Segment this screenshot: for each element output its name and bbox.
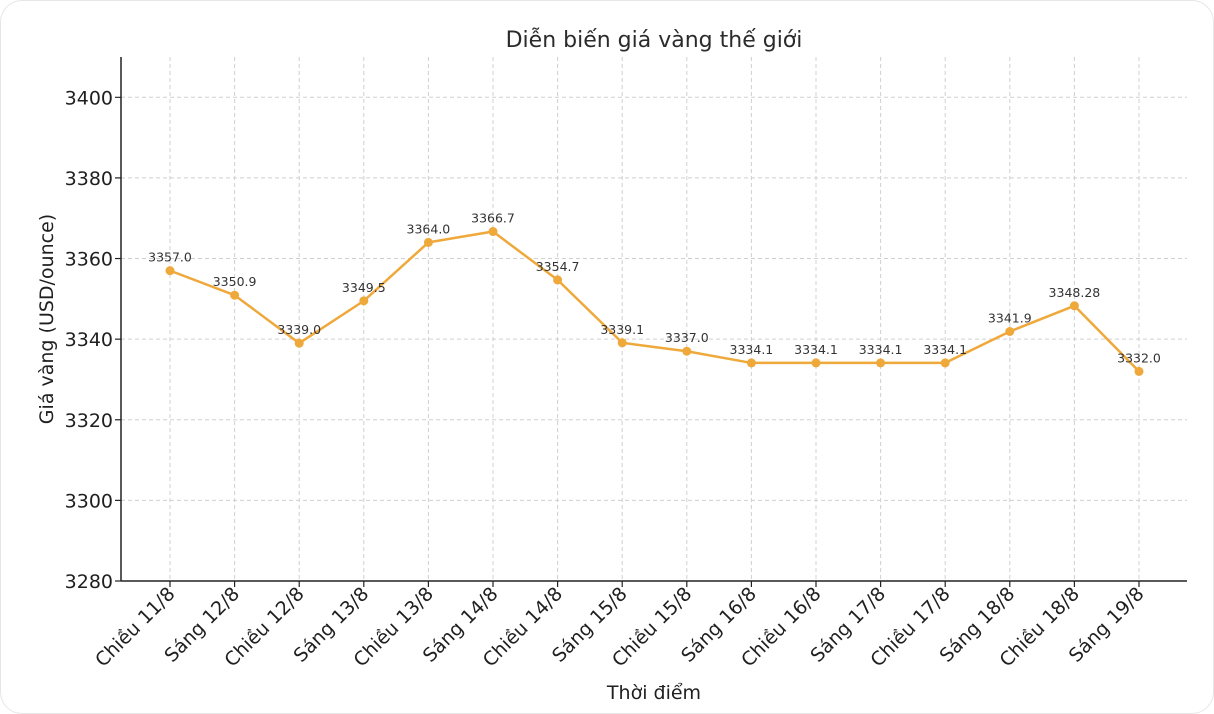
data-point: [294, 338, 304, 348]
y-tick-label: 3380: [65, 168, 113, 190]
y-tick-label: 3340: [65, 329, 113, 351]
data-point: [876, 358, 886, 368]
data-point: [423, 237, 433, 247]
data-point: [359, 296, 369, 306]
data-label: 3337.0: [665, 330, 709, 345]
data-label: 3339.0: [277, 322, 321, 337]
data-point: [1069, 301, 1079, 311]
y-tick-label: 3280: [65, 571, 113, 593]
data-point: [488, 227, 498, 237]
data-label: 3334.1: [923, 342, 967, 357]
data-point: [940, 358, 950, 368]
data-label: 3334.1: [859, 342, 903, 357]
data-point: [811, 358, 821, 368]
grid: [121, 57, 1187, 581]
data-point: [1134, 366, 1144, 376]
data-point: [617, 338, 627, 348]
data-point: [165, 266, 175, 276]
series-line: [169, 230, 1140, 373]
series: [165, 227, 1144, 376]
data-point: [746, 358, 756, 368]
data-point: [553, 275, 563, 285]
y-tick-label: 3300: [65, 490, 113, 512]
data-labels: 3357.0 3350.9 3339.0 3349.5 3364.0 3366.7 3354…: [148, 211, 1161, 366]
data-label: 3366.7: [471, 211, 515, 226]
data-label: 3349.5: [342, 280, 386, 295]
y-tick-label: 3360: [65, 249, 113, 271]
data-label: 3341.9: [988, 310, 1032, 325]
data-label: 3348.28: [1049, 285, 1101, 300]
chart-title: Diễn biến giá vàng thế giới: [506, 27, 803, 53]
data-label: 3334.1: [730, 342, 774, 357]
y-tick-label: 3400: [65, 87, 113, 109]
data-label: 3357.0: [148, 250, 192, 265]
data-label: 3334.1: [794, 342, 838, 357]
y-tick-label: 3320: [65, 410, 113, 432]
data-point: [682, 346, 692, 356]
data-label: 3332.0: [1117, 350, 1161, 365]
data-point: [1005, 326, 1015, 336]
data-point: [230, 290, 240, 300]
data-label: 3354.7: [536, 259, 580, 274]
data-label: 3350.9: [213, 274, 257, 289]
x-axis-label: Thời điểm: [606, 682, 701, 704]
data-label: 3364.0: [407, 221, 451, 236]
data-label: 3339.1: [600, 322, 644, 337]
y-axis-label: Giá vàng (USD/ounce): [36, 214, 58, 424]
